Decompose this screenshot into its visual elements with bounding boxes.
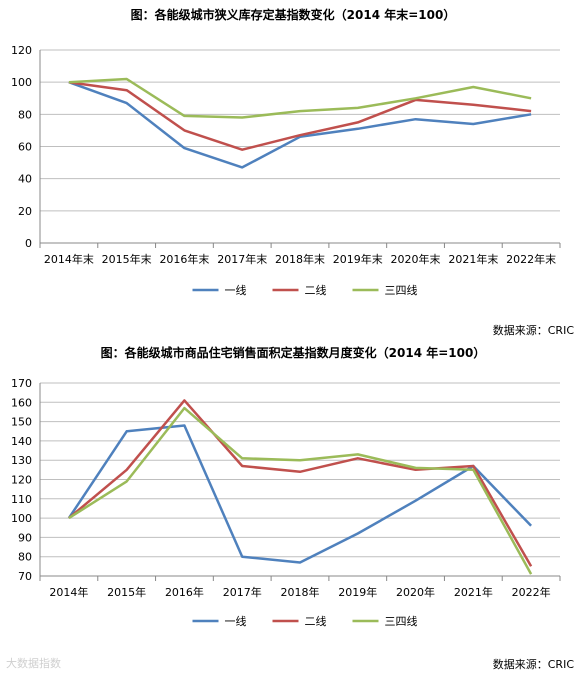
y-tick-label: 160 — [11, 396, 32, 409]
y-tick-label: 90 — [18, 531, 32, 544]
x-tick-label: 2017年末 — [217, 252, 267, 266]
chart1-title: 图：各能级城市狭义库存定基指数变化（2014 年末=100） — [130, 8, 456, 22]
y-tick-label: 80 — [18, 108, 32, 121]
series-line-一线 — [68, 81, 532, 169]
x-tick-label: 2016年 — [165, 585, 204, 599]
y-tick-label: 170 — [11, 377, 32, 390]
legend-label: 三四线 — [385, 283, 418, 297]
legend-label: 三四线 — [385, 614, 418, 628]
y-tick-label: 130 — [11, 454, 32, 467]
x-tick-label: 2016年末 — [159, 252, 209, 266]
x-tick-label: 2014年 — [49, 585, 88, 599]
legend-label: 一线 — [225, 614, 247, 628]
y-tick-label: 100 — [11, 512, 32, 525]
y-tick-label: 20 — [18, 205, 32, 218]
chart1-plot: 0 20 40 60 80 100 120 2014年末 2015年末 2016年末 2017年末 2… — [11, 44, 561, 297]
x-tick-label: 2020年末 — [391, 252, 441, 266]
chart1-source: 数据来源：CRIC — [492, 324, 574, 337]
y-tick-label: 120 — [11, 44, 32, 57]
chart2-title: 图：各能级城市商品住宅销售面积定基指数月度变化（2014 年=100） — [100, 346, 486, 360]
series-line-三四线 — [68, 406, 533, 575]
y-tick-label: 80 — [18, 551, 32, 564]
y-tick-label: 70 — [18, 570, 32, 583]
x-tick-label: 2018年 — [281, 585, 320, 599]
x-tick-label: 2022年 — [512, 585, 551, 599]
x-tick-label: 2022年末 — [506, 252, 556, 266]
x-tick-label: 2021年末 — [448, 252, 498, 266]
y-tick-label: 40 — [18, 173, 32, 186]
y-tick-label: 110 — [11, 493, 32, 506]
x-tick-label: 2017年 — [223, 585, 262, 599]
x-tick-label: 2019年末 — [333, 252, 383, 266]
y-tick-label: 100 — [11, 76, 32, 89]
y-tick-label: 150 — [11, 416, 32, 429]
chart2-plot: 70 80 90 100 110 120 130 140 150 160 170 2014年 2015年… — [11, 377, 561, 628]
x-tick-label: 2021年 — [454, 585, 493, 599]
x-tick-label: 2015年 — [107, 585, 146, 599]
x-tick-label: 2015年末 — [102, 252, 152, 266]
y-tick-label: 0 — [25, 237, 32, 250]
legend-label: 一线 — [225, 283, 247, 297]
chart2-source: 数据来源：CRIC — [492, 658, 574, 671]
x-tick-label: 2019年 — [338, 585, 377, 599]
series-line-二线 — [68, 80, 532, 151]
legend-label: 二线 — [305, 614, 327, 628]
y-tick-label: 60 — [18, 141, 32, 154]
watermark-logo: 大数据指数 — [6, 657, 61, 670]
series-line-二线 — [68, 399, 533, 567]
legend-label: 二线 — [305, 283, 327, 297]
y-tick-label: 120 — [11, 474, 32, 487]
series-line-一线 — [67, 424, 532, 564]
x-tick-label: 2020年 — [396, 585, 435, 599]
x-tick-label: 2014年末 — [44, 252, 94, 266]
x-tick-label: 2018年末 — [275, 252, 325, 266]
y-tick-label: 140 — [11, 435, 32, 448]
